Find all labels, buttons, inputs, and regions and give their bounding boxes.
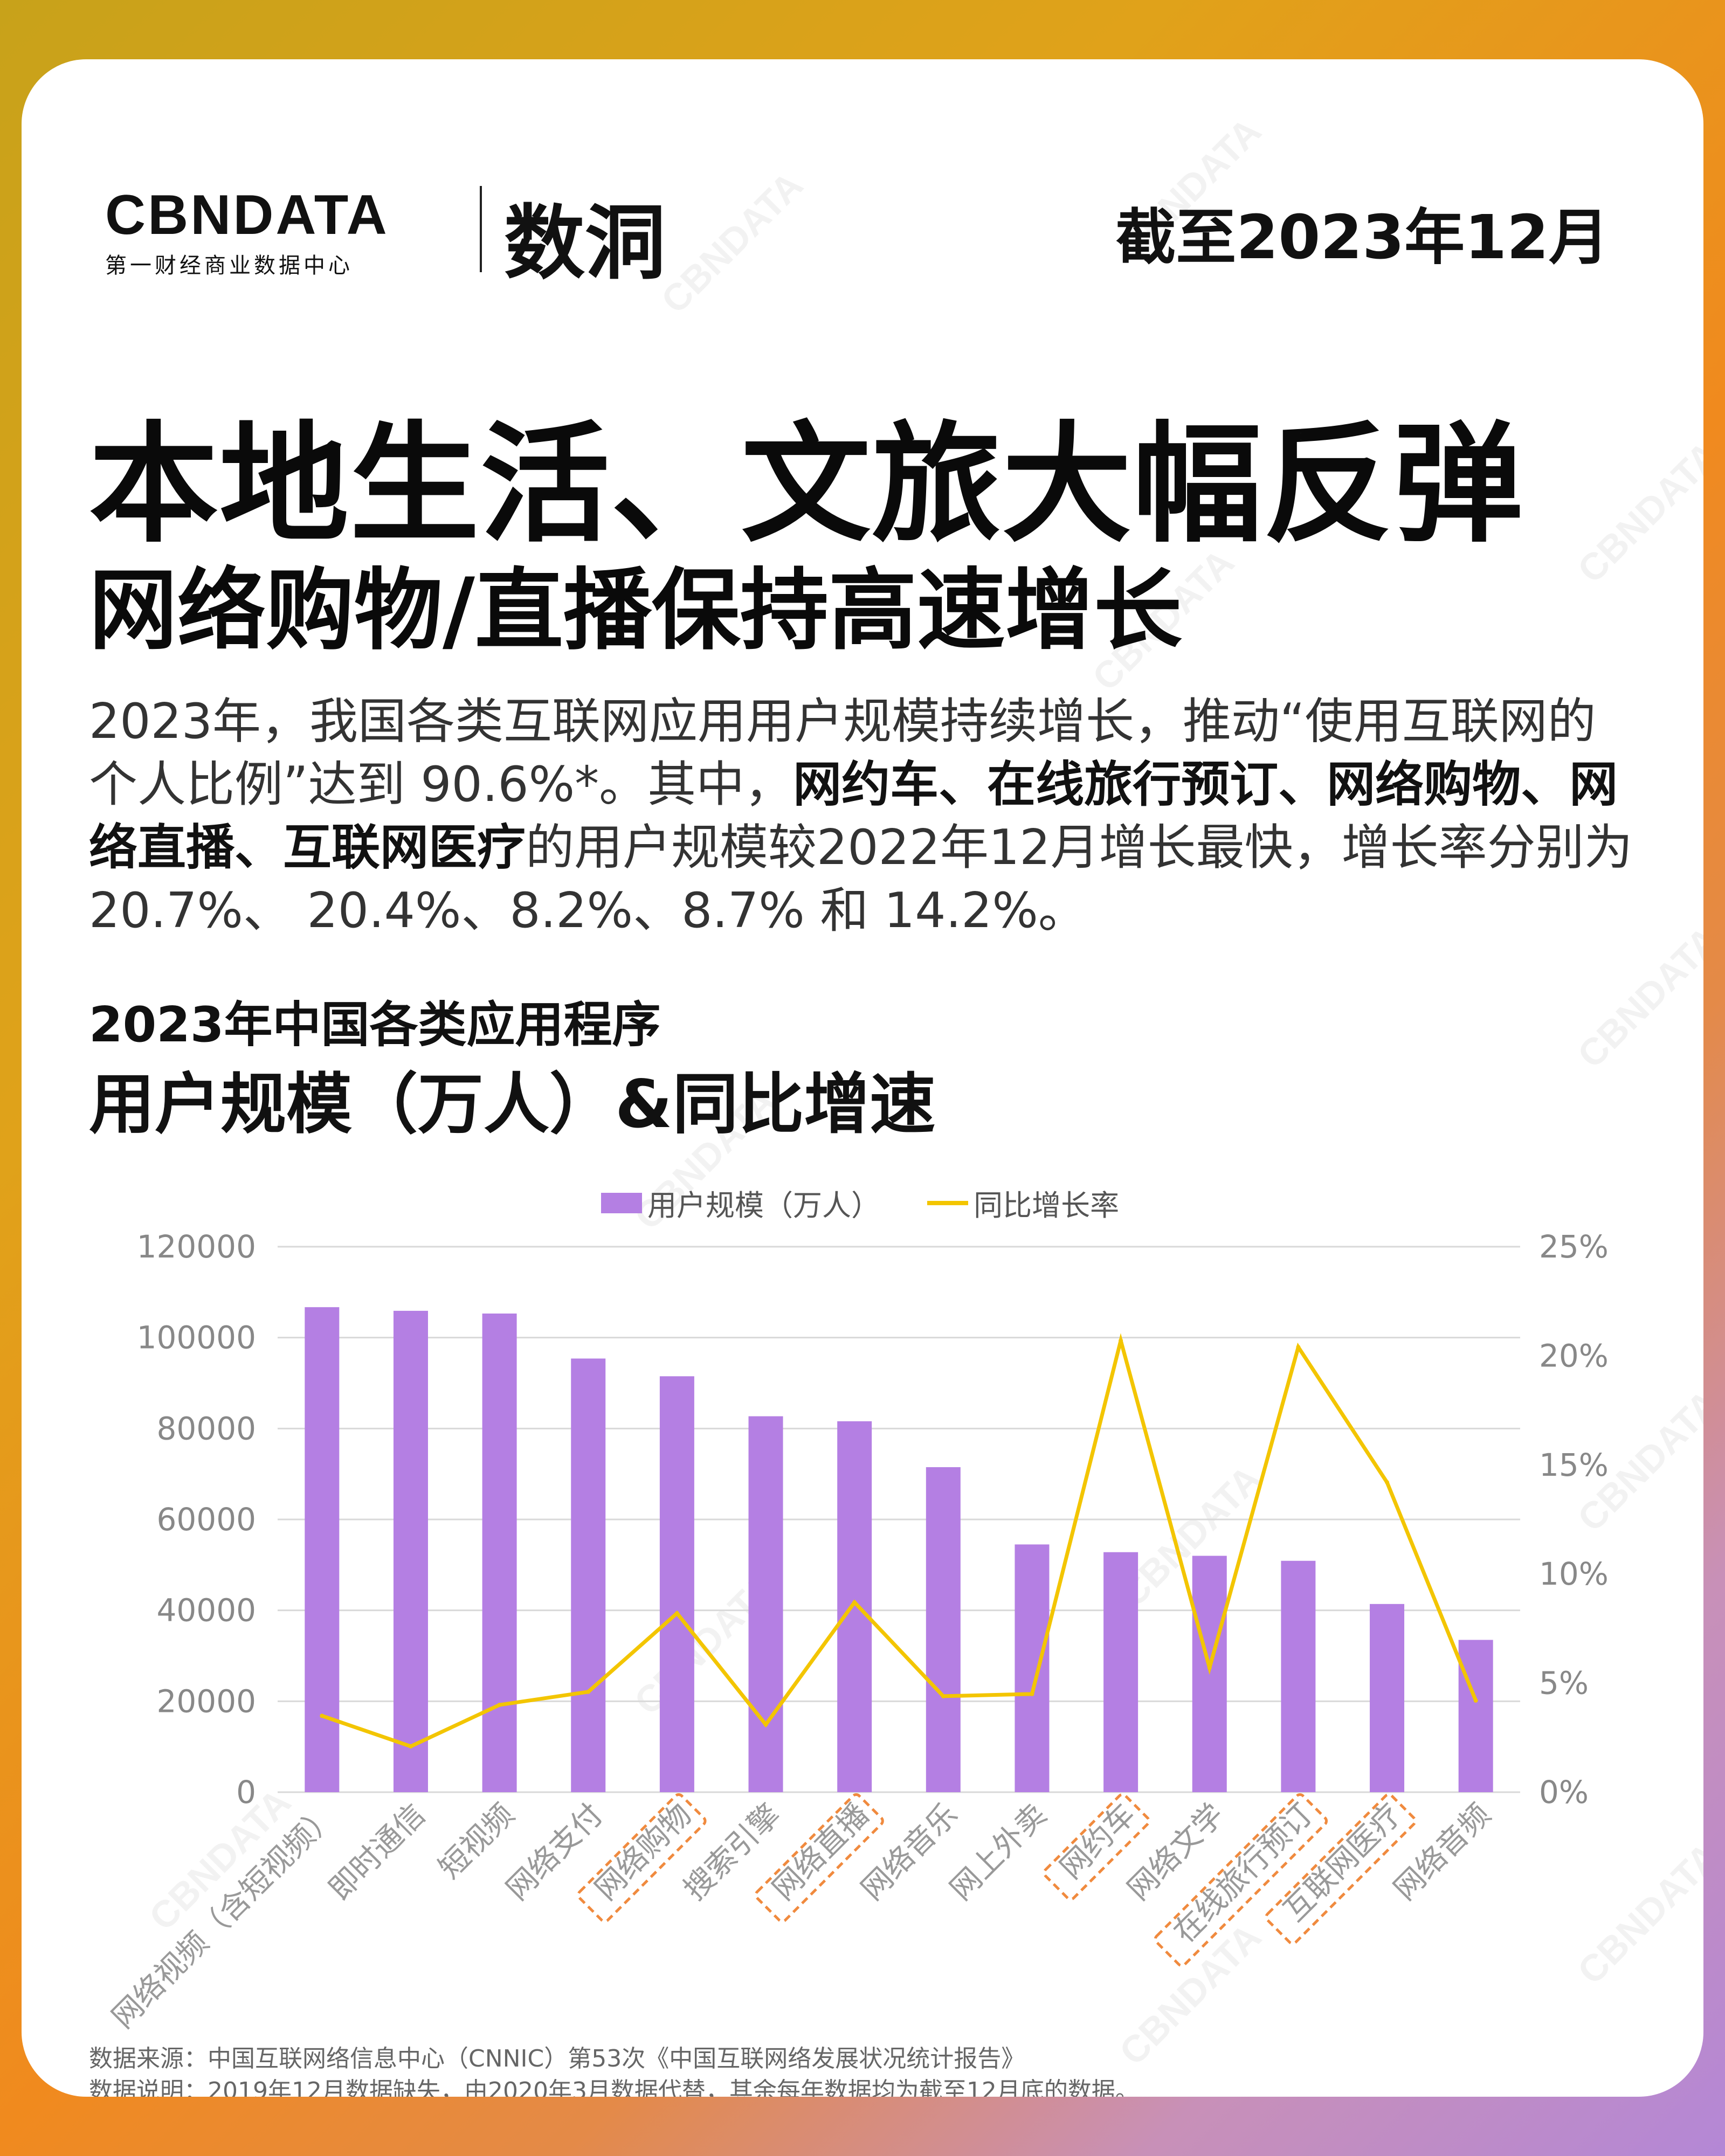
brand-subtitle: 第一财经商业数据中心 [105,253,353,278]
bar [1281,1560,1316,1792]
y-left-tick-label: 120000 [137,1228,256,1265]
intro-text-2: 的用户规模较2022年12月增长最快，增长率分别为 20.7%、 20.4%、8… [89,819,1633,939]
x-tick-label: 网络视频（含短视频） [105,1797,343,2035]
x-tick-label: 短视频 [432,1797,521,1886]
y-left-tick-label: 20000 [156,1683,256,1719]
x-tick-label: 网络支付 [500,1797,610,1907]
date-label: 截至2023年12月 [1115,203,1609,273]
growth-rate-point [1030,1691,1034,1696]
product-logo: 数洞 [504,197,666,291]
growth-rate-point [941,1694,946,1698]
page-title: 本地生活、文旅大幅反弹 [89,409,1524,560]
highlight-box [1043,1793,1150,1901]
y-left-tick-label: 100000 [137,1319,256,1356]
intro-highlight: 网约车、在线旅行预订、网络购物、网络直播、互联网医疗 [89,756,1618,876]
growth-rate-point [763,1722,768,1727]
y-right-tick-label: 20% [1539,1337,1609,1374]
poster-card: CBNDATA CBNDATA CBNDATA CBNDATA CBNDATA … [22,59,1703,2097]
growth-rate-point [852,1600,857,1605]
source-note: 数据来源：中国互联网络信息中心（CNNIC）第53次《中国互联网络发展状况统计报… [89,2043,1139,2097]
bar [837,1421,872,1792]
growth-rate-point [1385,1480,1390,1485]
highlight-box [577,1793,707,1923]
bar [482,1313,517,1792]
y-right-tick-label: 10% [1539,1556,1609,1592]
x-tick-label: 网络购物 [588,1797,698,1907]
bar [659,1376,694,1792]
watermark: CBNDATA [653,163,811,322]
combo-chart: 120000 100000 80000 60000 40000 20000 0 25% 20% 1… [105,1228,1609,2035]
growth-rate-point [1296,1345,1301,1350]
highlight-box [1265,1793,1417,1945]
x-tick-label: 搜索引擎 [677,1797,787,1907]
legend-bar-label: 用户规模（万人） [647,1188,880,1222]
logo-divider [480,186,482,272]
source-explanation: 数据说明：2019年12月数据缺失，由2020年3月数据代替，其余每年数据均为截… [89,2077,1139,2097]
bar [305,1307,340,1792]
legend-bar-swatch [601,1192,642,1213]
growth-rate-line [321,1333,1478,1749]
intro-paragraph: 2023年，我国各类互联网应用用户规模持续增长，推动“使用互联网的个人比例”达到… [89,690,1641,942]
x-tick-label: 网络直播 [766,1797,876,1907]
bar [926,1467,961,1792]
growth-rate-point [1207,1666,1212,1670]
bar [393,1310,428,1792]
legend-line-swatch [927,1200,969,1205]
chart-title: 2023年中国各类应用程序 [89,997,661,1053]
x-tick-label: 网上外卖 [943,1797,1053,1907]
y-right-tick-label: 0% [1539,1774,1589,1811]
highlight-box [1154,1793,1328,1967]
growth-rate-point [408,1744,413,1749]
x-tick-label: 网络音乐 [854,1797,964,1907]
y-left-tick-label: 60000 [156,1501,256,1538]
chart-subtitle: 用户规模（万人）&同比增速 [89,1066,936,1143]
bar [1370,1604,1405,1792]
y-left-tick-label: 80000 [156,1410,256,1447]
source-line: 数据来源：中国互联网络信息中心（CNNIC）第53次《中国互联网络发展状况统计报… [89,2045,1025,2072]
x-tick-label: 网络音频 [1387,1797,1497,1907]
y-left-tick-label: 40000 [156,1592,256,1629]
growth-rate-point [1119,1338,1123,1343]
brand-wordmark: CBNDATA [105,184,389,246]
growth-rate-point [320,1713,325,1718]
y-right-tick-label: 15% [1539,1447,1609,1483]
highlight-box [754,1793,884,1923]
bar [571,1358,606,1792]
watermark: CBNDATA [1569,433,1703,591]
growth-rate-point [1473,1698,1478,1703]
y-left-tick-label: 0 [236,1774,256,1811]
page-subtitle: 网络购物/直播保持高速增长 [89,559,1182,662]
growth-rate-point [674,1611,679,1616]
growth-rate-point [586,1689,591,1694]
y-right-tick-label: 5% [1539,1665,1589,1702]
bar [1458,1640,1493,1792]
legend-line-label: 同比增长率 [974,1188,1120,1222]
growth-rate-point [497,1703,502,1708]
y-right-tick-label: 25% [1539,1228,1609,1265]
intro-text-1: 2023年，我国各类互联网应用用户规模持续增长，推动“使用互联网的个人比例”达到… [89,693,1596,813]
bar [748,1416,783,1792]
bar [1103,1552,1138,1792]
bar [1015,1544,1050,1792]
x-tick-label: 即时通信 [322,1797,432,1907]
chart-legend: 用户规模（万人） 同比增长率 [601,1181,1120,1222]
